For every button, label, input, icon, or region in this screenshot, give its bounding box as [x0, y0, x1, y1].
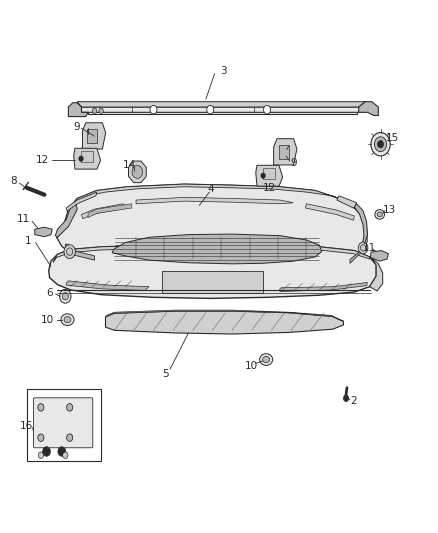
Polygon shape [354, 204, 367, 246]
Polygon shape [66, 281, 149, 290]
Text: 11: 11 [17, 214, 30, 224]
Polygon shape [337, 196, 357, 208]
Circle shape [374, 137, 387, 152]
Circle shape [360, 245, 366, 251]
Polygon shape [35, 227, 52, 237]
Text: 15: 15 [386, 133, 399, 143]
Polygon shape [55, 201, 77, 237]
Ellipse shape [260, 354, 273, 366]
Text: 12: 12 [263, 183, 276, 193]
Circle shape [67, 403, 73, 411]
Text: 3: 3 [220, 66, 227, 76]
Polygon shape [65, 244, 95, 260]
Polygon shape [81, 204, 127, 219]
Circle shape [79, 156, 83, 161]
Circle shape [38, 452, 43, 458]
Polygon shape [112, 234, 321, 264]
Circle shape [99, 108, 103, 114]
Polygon shape [136, 197, 293, 204]
Polygon shape [77, 102, 365, 107]
Polygon shape [256, 165, 283, 186]
Polygon shape [359, 102, 378, 116]
Polygon shape [305, 204, 354, 220]
Circle shape [38, 434, 44, 441]
Polygon shape [88, 204, 132, 217]
Circle shape [63, 452, 68, 458]
Ellipse shape [61, 314, 74, 326]
Polygon shape [128, 161, 146, 183]
Circle shape [42, 447, 50, 456]
Ellipse shape [64, 317, 71, 323]
Polygon shape [162, 271, 263, 293]
Circle shape [38, 403, 44, 411]
Polygon shape [263, 168, 276, 179]
Circle shape [264, 106, 271, 114]
Circle shape [150, 106, 157, 114]
Text: 14: 14 [123, 160, 136, 171]
Ellipse shape [377, 212, 382, 217]
Polygon shape [279, 145, 289, 159]
Polygon shape [371, 251, 389, 261]
Polygon shape [77, 102, 365, 112]
Circle shape [60, 289, 71, 303]
Text: 9: 9 [74, 122, 81, 132]
Circle shape [92, 108, 97, 114]
Text: 16: 16 [20, 421, 34, 431]
Text: 5: 5 [162, 369, 169, 379]
Polygon shape [81, 151, 93, 161]
Polygon shape [53, 245, 370, 262]
Polygon shape [82, 123, 106, 149]
Circle shape [343, 395, 349, 401]
Text: 12: 12 [35, 155, 49, 165]
FancyBboxPatch shape [33, 398, 93, 448]
FancyBboxPatch shape [27, 389, 101, 461]
Circle shape [358, 242, 368, 254]
Circle shape [67, 434, 73, 441]
Polygon shape [279, 282, 367, 292]
Text: 13: 13 [383, 205, 396, 215]
Text: 9: 9 [290, 158, 297, 168]
Text: 1: 1 [25, 236, 32, 246]
Ellipse shape [263, 357, 270, 363]
Polygon shape [66, 192, 97, 211]
Polygon shape [106, 311, 343, 334]
Text: 8: 8 [11, 176, 17, 187]
Polygon shape [370, 257, 383, 291]
Circle shape [64, 245, 75, 259]
Polygon shape [68, 103, 88, 117]
Polygon shape [106, 310, 343, 321]
Circle shape [67, 248, 73, 255]
Polygon shape [68, 184, 354, 209]
Circle shape [261, 173, 265, 179]
Ellipse shape [375, 209, 385, 219]
Polygon shape [274, 139, 297, 165]
Text: 2: 2 [350, 396, 357, 406]
Circle shape [58, 447, 66, 456]
Circle shape [371, 133, 390, 156]
Polygon shape [88, 129, 97, 143]
Text: 10: 10 [245, 361, 258, 371]
Circle shape [207, 106, 214, 114]
Polygon shape [57, 184, 367, 268]
Circle shape [132, 165, 143, 179]
Circle shape [62, 293, 68, 300]
Text: 11: 11 [363, 243, 376, 253]
Polygon shape [88, 102, 357, 114]
Circle shape [378, 141, 384, 148]
Text: 10: 10 [41, 314, 54, 325]
Text: 6: 6 [46, 288, 53, 298]
Polygon shape [49, 245, 376, 298]
Text: 4: 4 [207, 184, 214, 195]
Polygon shape [350, 237, 367, 263]
Polygon shape [74, 148, 101, 169]
